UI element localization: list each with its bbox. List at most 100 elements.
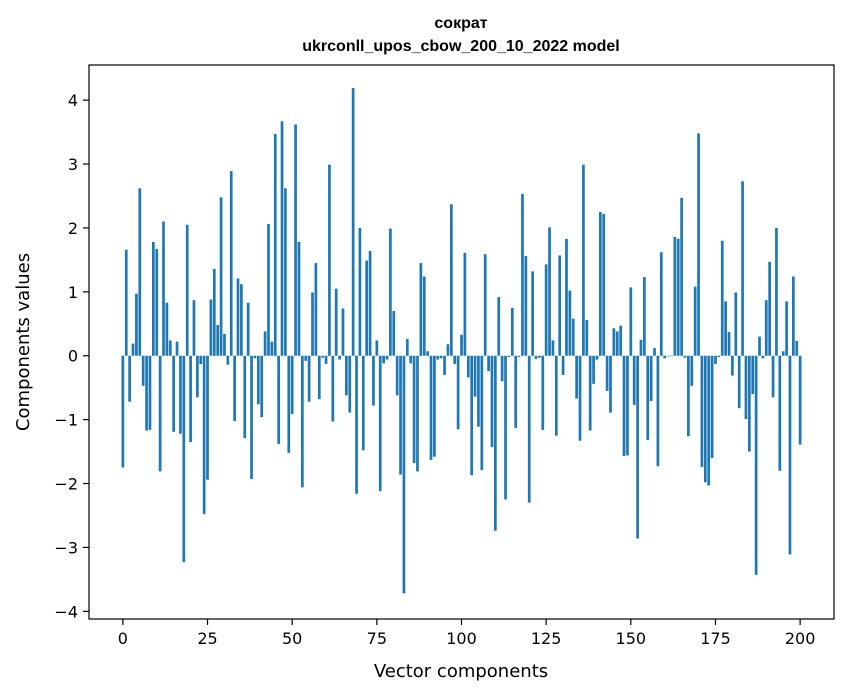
bar-168 [690, 355, 694, 386]
bar-53 [300, 355, 304, 488]
bar-92 [433, 355, 436, 457]
bar-90 [426, 351, 429, 356]
bar-78 [385, 355, 389, 360]
bar-133 [571, 318, 575, 356]
bar-166 [683, 355, 687, 358]
x-tick-label: 125 [531, 629, 562, 648]
bar-101 [463, 252, 467, 356]
x-tick-label: 100 [446, 629, 477, 648]
chart-title: сократ [434, 15, 487, 32]
bar-49 [287, 355, 291, 453]
bar-109 [490, 355, 494, 448]
bar-41 [260, 355, 264, 418]
bar-37 [246, 302, 250, 356]
bar-38 [250, 355, 253, 480]
bar-165 [680, 197, 683, 356]
bar-69 [355, 355, 358, 494]
bar-173 [707, 355, 711, 486]
bar-126 [548, 227, 551, 356]
bar-96 [446, 344, 450, 356]
bar-63 [334, 288, 338, 356]
bar-141 [598, 211, 602, 356]
bar-59 [321, 355, 325, 358]
bar-3 [131, 343, 135, 356]
bar-156 [649, 355, 653, 402]
bar-113 [504, 355, 507, 500]
bar-89 [422, 276, 426, 356]
bar-34 [236, 278, 240, 356]
bar-169 [693, 286, 697, 356]
bar-93 [436, 355, 440, 360]
bar-97 [449, 204, 453, 356]
bar-143 [605, 355, 609, 391]
bar-102 [466, 355, 470, 378]
bar-20 [189, 355, 192, 442]
bar-125 [544, 264, 548, 356]
bar-91 [429, 355, 433, 460]
bar-192 [771, 355, 775, 398]
bar-124 [541, 355, 545, 430]
bar-50 [290, 355, 294, 414]
bars [121, 88, 802, 594]
bar-130 [561, 355, 565, 375]
bar-179 [727, 332, 731, 356]
bar-27 [212, 268, 216, 356]
bar-200 [798, 355, 802, 445]
bar-122 [534, 355, 538, 359]
bar-32 [229, 171, 233, 356]
bar-45 [273, 134, 277, 356]
bar-161 [666, 355, 670, 357]
bar-115 [510, 307, 514, 356]
bar-16 [175, 341, 179, 356]
bar-30 [223, 334, 226, 356]
bar-199 [795, 341, 799, 356]
bar-75 [375, 340, 379, 356]
bar-186 [751, 355, 755, 395]
bar-123 [538, 355, 541, 358]
bar-85 [409, 355, 413, 364]
bar-180 [731, 355, 734, 376]
bar-177 [720, 240, 724, 356]
bar-7 [145, 355, 148, 431]
y-tick-label: −4 [54, 602, 78, 621]
bar-21 [192, 300, 196, 356]
bar-58 [317, 355, 321, 400]
bar-155 [646, 355, 650, 441]
bar-135 [578, 355, 582, 441]
bar-128 [554, 355, 558, 436]
bar-110 [494, 355, 497, 531]
bar-187 [754, 355, 758, 575]
bar-163 [673, 236, 677, 356]
bar-23 [199, 355, 203, 365]
bar-76 [378, 355, 382, 492]
y-tick-label: 2 [68, 219, 78, 238]
bar-175 [714, 355, 717, 365]
bar-4 [135, 293, 138, 356]
bar-112 [500, 355, 504, 382]
bar-9 [151, 242, 155, 356]
bar-174 [710, 355, 714, 458]
bar-39 [253, 355, 257, 359]
bar-146 [615, 331, 619, 356]
bar-48 [284, 188, 287, 356]
bar-136 [582, 164, 585, 356]
x-tick-label: 75 [367, 629, 387, 648]
bar-74 [372, 355, 375, 406]
bar-51 [294, 124, 297, 356]
bar-134 [575, 355, 578, 399]
bar-121 [531, 271, 534, 356]
x-tick-label: 150 [616, 629, 647, 648]
bar-88 [419, 263, 423, 356]
bar-178 [724, 301, 727, 356]
bar-87 [416, 355, 419, 472]
bar-80 [392, 311, 396, 356]
bar-119 [524, 256, 528, 356]
bar-167 [687, 355, 690, 437]
bar-60 [324, 355, 328, 365]
bar-129 [558, 255, 562, 356]
bar-2 [128, 355, 131, 402]
bar-170 [697, 133, 700, 356]
bar-153 [639, 339, 643, 356]
bar-77 [382, 355, 385, 364]
